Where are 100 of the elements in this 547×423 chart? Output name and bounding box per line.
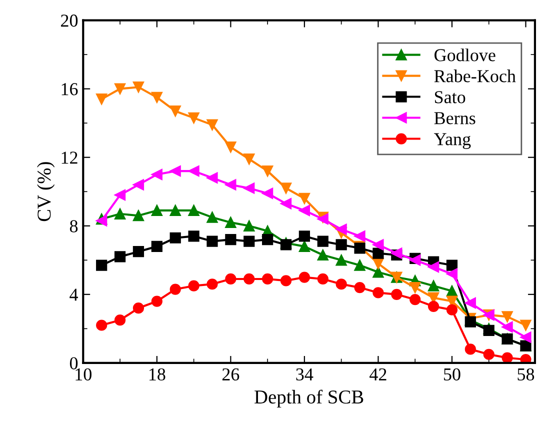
x-tick-label: 10 xyxy=(76,368,92,380)
point xyxy=(446,260,458,271)
point xyxy=(354,260,366,271)
point xyxy=(520,320,532,331)
point xyxy=(188,166,200,177)
point xyxy=(206,212,218,223)
point xyxy=(428,300,440,312)
point xyxy=(391,288,402,300)
point xyxy=(96,260,108,271)
point xyxy=(114,189,126,201)
point xyxy=(151,204,162,216)
point xyxy=(170,166,181,177)
point xyxy=(262,188,274,199)
x-tick-label: 42 xyxy=(370,368,386,380)
point xyxy=(206,278,218,290)
point xyxy=(410,294,421,306)
point xyxy=(132,179,144,190)
point xyxy=(410,282,421,294)
point xyxy=(96,320,108,331)
point xyxy=(151,296,162,307)
point xyxy=(502,311,513,322)
point xyxy=(188,204,200,216)
point xyxy=(244,273,255,285)
point xyxy=(225,142,236,153)
point xyxy=(151,92,162,103)
point xyxy=(225,216,236,228)
point xyxy=(151,168,162,180)
point xyxy=(170,204,181,216)
point xyxy=(336,239,347,250)
point xyxy=(372,239,384,250)
legend-label: Berns xyxy=(434,112,476,124)
x-tick-label: 50 xyxy=(444,368,460,380)
point xyxy=(206,172,218,184)
point xyxy=(298,192,310,204)
point xyxy=(206,236,218,247)
point xyxy=(298,272,310,283)
point xyxy=(520,354,532,363)
legend-label: Godlove xyxy=(434,48,496,62)
point xyxy=(132,302,144,314)
point xyxy=(464,344,476,355)
y-tick-label: 0 xyxy=(70,357,78,370)
point xyxy=(280,275,292,286)
point xyxy=(188,280,200,292)
point xyxy=(114,83,126,94)
point xyxy=(114,251,126,262)
point xyxy=(96,94,108,105)
point xyxy=(170,106,181,117)
y-tick-label: 16 xyxy=(62,83,78,96)
point xyxy=(262,273,274,285)
point xyxy=(244,220,255,232)
x-tick-label: 34 xyxy=(296,368,314,380)
point xyxy=(170,232,181,244)
point xyxy=(483,324,494,336)
point xyxy=(502,352,513,363)
point xyxy=(280,182,292,194)
point xyxy=(280,239,292,250)
point xyxy=(244,154,255,165)
point xyxy=(244,182,255,194)
point xyxy=(317,236,328,247)
point xyxy=(464,316,476,328)
point xyxy=(317,273,328,285)
point xyxy=(188,230,200,242)
point xyxy=(336,224,347,235)
legend-label: Rabe-Koch xyxy=(434,70,516,82)
point xyxy=(225,179,236,190)
point xyxy=(298,240,310,252)
point xyxy=(132,246,144,258)
point xyxy=(336,278,347,290)
point xyxy=(428,261,440,273)
x-tick-label: 18 xyxy=(149,368,166,380)
point xyxy=(372,266,384,278)
y-tick-label: 4 xyxy=(70,288,78,301)
x-tick-label: 58 xyxy=(518,368,534,380)
point xyxy=(114,208,126,220)
y-tick-label: 20 xyxy=(61,14,78,27)
point xyxy=(336,254,347,266)
point xyxy=(262,234,274,246)
point xyxy=(502,321,513,333)
point xyxy=(132,82,144,93)
point xyxy=(520,332,532,343)
point xyxy=(464,297,476,309)
y-tick-label: 8 xyxy=(70,220,78,232)
y-tick-label: 12 xyxy=(62,152,78,164)
point xyxy=(372,248,384,259)
point xyxy=(372,287,384,298)
point xyxy=(114,314,126,326)
legend-label: Sato xyxy=(434,91,466,104)
point xyxy=(280,198,292,210)
legend-label: Yang xyxy=(434,133,471,149)
x-axis-title: Depth of SCB xyxy=(254,390,364,408)
point xyxy=(317,249,328,261)
point xyxy=(446,304,458,316)
point xyxy=(170,284,181,295)
point xyxy=(354,230,366,242)
point xyxy=(132,210,144,222)
point xyxy=(206,119,218,130)
point xyxy=(262,166,274,177)
y-axis-title: CV (%) xyxy=(37,162,55,222)
point xyxy=(428,280,440,292)
point xyxy=(298,204,310,216)
